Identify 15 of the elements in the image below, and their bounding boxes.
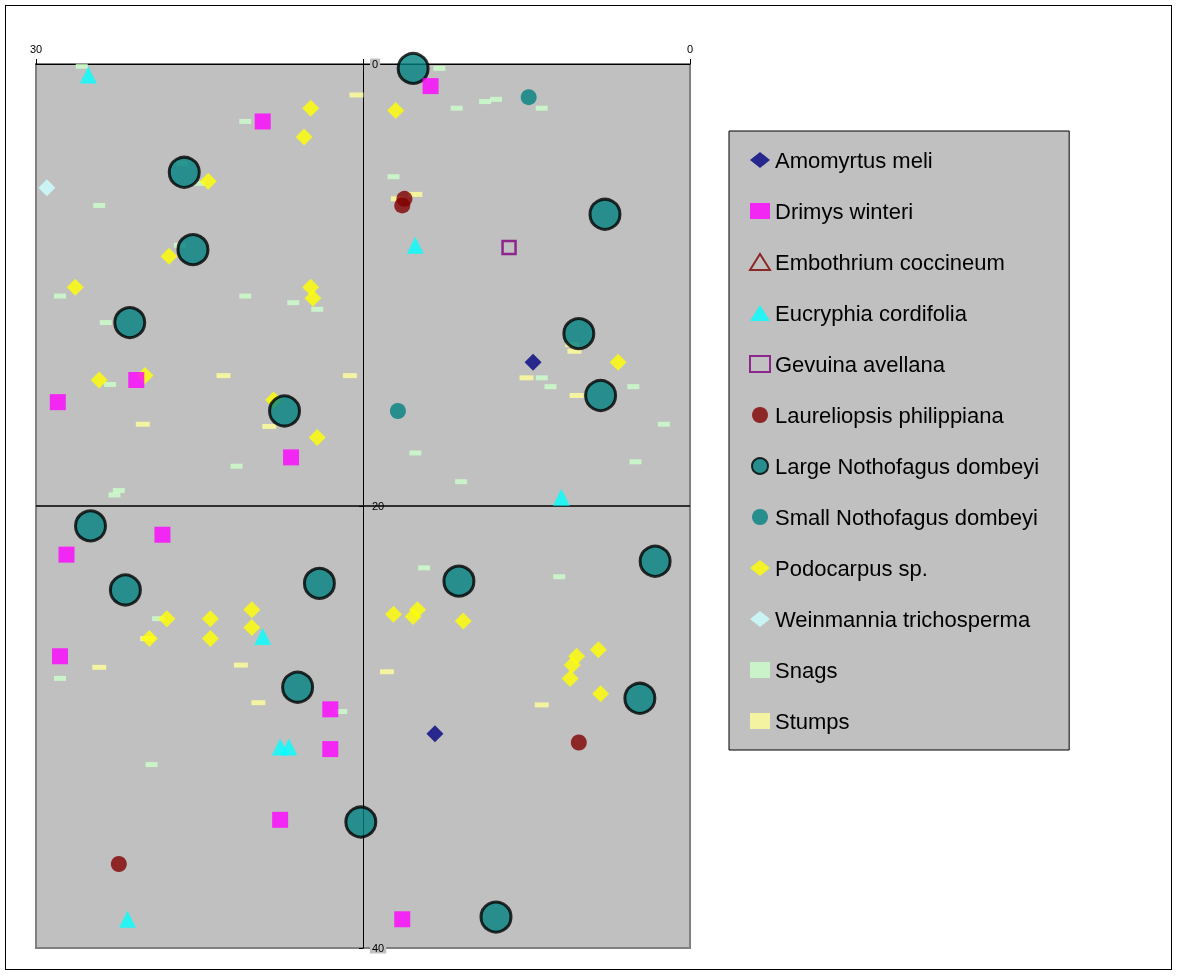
y-tick-label: 0 (372, 58, 379, 70)
legend-label: Eucryphia cordifolia (775, 300, 968, 326)
x-tick-label: 30 (29, 42, 43, 55)
legend-label: Embothrium coccineum (775, 249, 1005, 275)
legend-label: Stumps (775, 708, 850, 734)
legend-label: Snags (775, 657, 838, 683)
legend-label: Gevuina avellana (775, 351, 946, 377)
legend-label: Drimys winteri (775, 198, 914, 224)
y-tick-label: 40 (372, 942, 385, 954)
legend-label: Small Nothofagus dombeyi (775, 504, 1038, 530)
legend-label: Amomyrtus meli (775, 147, 933, 173)
legend-label: Laureliopsis philippiana (775, 402, 1005, 428)
legend-label: Weinmannia trichosperma (775, 606, 1031, 632)
legend-label: Podocarpus sp. (775, 555, 928, 581)
legend-label: Large Nothofagus dombeyi (775, 453, 1040, 479)
